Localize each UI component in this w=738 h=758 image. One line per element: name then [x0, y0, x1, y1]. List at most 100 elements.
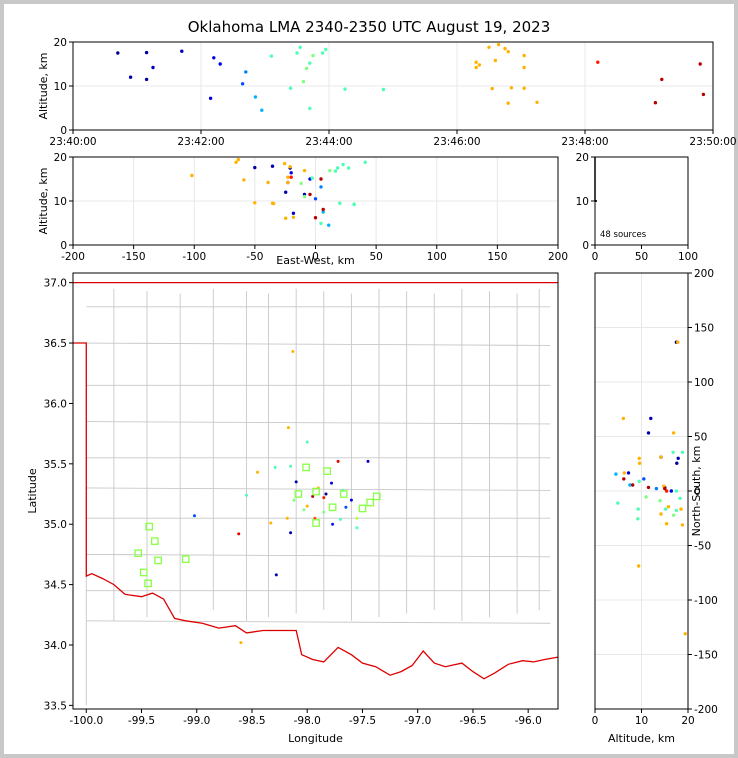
y-tick-label: -150	[694, 650, 718, 662]
y-tick-label: -50	[694, 541, 711, 553]
source-point	[626, 471, 631, 475]
source-point	[266, 180, 270, 185]
source-point	[128, 75, 133, 79]
time-altitude-plot: 23:40:00 23:42:00 23:44:00 23:46:00 23:48:00…	[37, 37, 737, 148]
y-tick-label: 10	[54, 81, 67, 93]
source-point	[319, 177, 323, 181]
source-point	[327, 223, 331, 227]
source-point	[355, 516, 359, 520]
source-point	[663, 486, 667, 491]
source-point	[324, 492, 328, 496]
source-point	[522, 86, 526, 90]
x-tick-label: -50	[246, 251, 263, 263]
x-tick-label: -96.5	[459, 715, 486, 727]
x-tick-label: 0	[592, 715, 599, 727]
source-point	[322, 496, 326, 500]
source-point	[637, 564, 641, 568]
state-border-south	[73, 342, 559, 680]
x-tick-label: 50	[369, 251, 382, 263]
source-point	[636, 517, 640, 521]
y-tick-label: 34.0	[44, 640, 67, 652]
y-tick-label: 34.5	[44, 580, 67, 592]
source-point	[506, 50, 510, 54]
source-point	[253, 95, 258, 99]
source-point	[286, 180, 290, 185]
x-tick-label: 23:50:00	[689, 136, 736, 148]
source-point	[346, 166, 351, 170]
source-point	[305, 440, 309, 444]
figure-title: Oklahoma LMA 2340-2350 UTC August 19, 20…	[187, 18, 551, 36]
source-point	[289, 531, 293, 535]
source-point	[311, 494, 315, 498]
lma-station	[372, 492, 381, 501]
source-point	[683, 632, 687, 636]
source-point	[338, 201, 342, 205]
source-point	[253, 201, 257, 205]
source-point	[284, 190, 288, 194]
source-point	[193, 514, 196, 518]
source-point	[144, 50, 149, 55]
x-tick-label: 23:40:00	[49, 136, 96, 148]
source-point	[304, 66, 309, 71]
source-point	[269, 521, 273, 525]
source-point	[291, 215, 296, 219]
source-point	[474, 65, 478, 70]
source-point	[349, 498, 353, 502]
axes-frame	[72, 272, 559, 710]
source-point	[614, 472, 618, 476]
y-tick-label: -100	[694, 595, 718, 607]
x-tick-label: 23:48:00	[561, 136, 608, 148]
source-point	[237, 532, 241, 536]
lma-station	[328, 503, 337, 512]
altitude-histogram-plot: 0 50 100 0 10 20 48 sources	[576, 152, 698, 263]
source-point	[680, 523, 685, 527]
plan-view-map: -100.0 -99.5 -99.0 -98.5 -98.0 -97.5 -97.0 -96.…	[26, 272, 559, 745]
source-point	[493, 58, 498, 63]
source-point	[289, 175, 293, 179]
source-point	[646, 485, 651, 490]
source-point	[622, 477, 626, 481]
x-tick-label: 23:44:00	[305, 136, 352, 148]
y-axis-label: Altitude, km	[37, 167, 50, 234]
source-point	[338, 517, 342, 521]
source-point	[269, 54, 274, 58]
x-axis-label: Longitude	[288, 732, 343, 745]
lma-station	[339, 490, 348, 498]
source-point	[664, 522, 669, 526]
lma-station	[312, 487, 320, 496]
x-tick-label: 100	[678, 251, 698, 263]
y-tick-label: 20	[54, 152, 67, 164]
figure-frame	[4, 4, 734, 754]
x-tick-label: 0	[312, 251, 319, 263]
source-point	[282, 161, 287, 166]
source-point	[305, 504, 309, 508]
source-point	[240, 82, 245, 86]
county-line	[86, 342, 551, 346]
source-point	[637, 461, 642, 465]
source-point	[381, 87, 386, 92]
y-tick-label: 20	[54, 37, 67, 49]
lma-station	[312, 519, 320, 527]
x-axis-label: East-West, km	[276, 254, 354, 267]
source-point	[151, 65, 155, 70]
lma-station	[302, 463, 310, 472]
y-tick-label: 0	[694, 486, 701, 498]
source-point	[285, 516, 289, 520]
source-point	[616, 501, 620, 505]
x-tick-label: 100	[427, 251, 447, 263]
source-point	[239, 641, 243, 645]
source-point	[301, 79, 306, 84]
source-point	[289, 464, 293, 468]
source-point	[341, 162, 345, 167]
lma-station	[134, 549, 143, 558]
source-point	[328, 168, 332, 173]
lma-station	[366, 498, 375, 507]
source-point	[636, 507, 640, 511]
x-tick-label: 20	[681, 715, 694, 727]
source-point	[291, 211, 296, 215]
y-tick-label: 100	[694, 377, 714, 389]
y-tick-label: 33.5	[44, 700, 67, 712]
source-point	[352, 202, 356, 207]
y-tick-label: 50	[694, 432, 707, 444]
source-point	[313, 197, 318, 201]
